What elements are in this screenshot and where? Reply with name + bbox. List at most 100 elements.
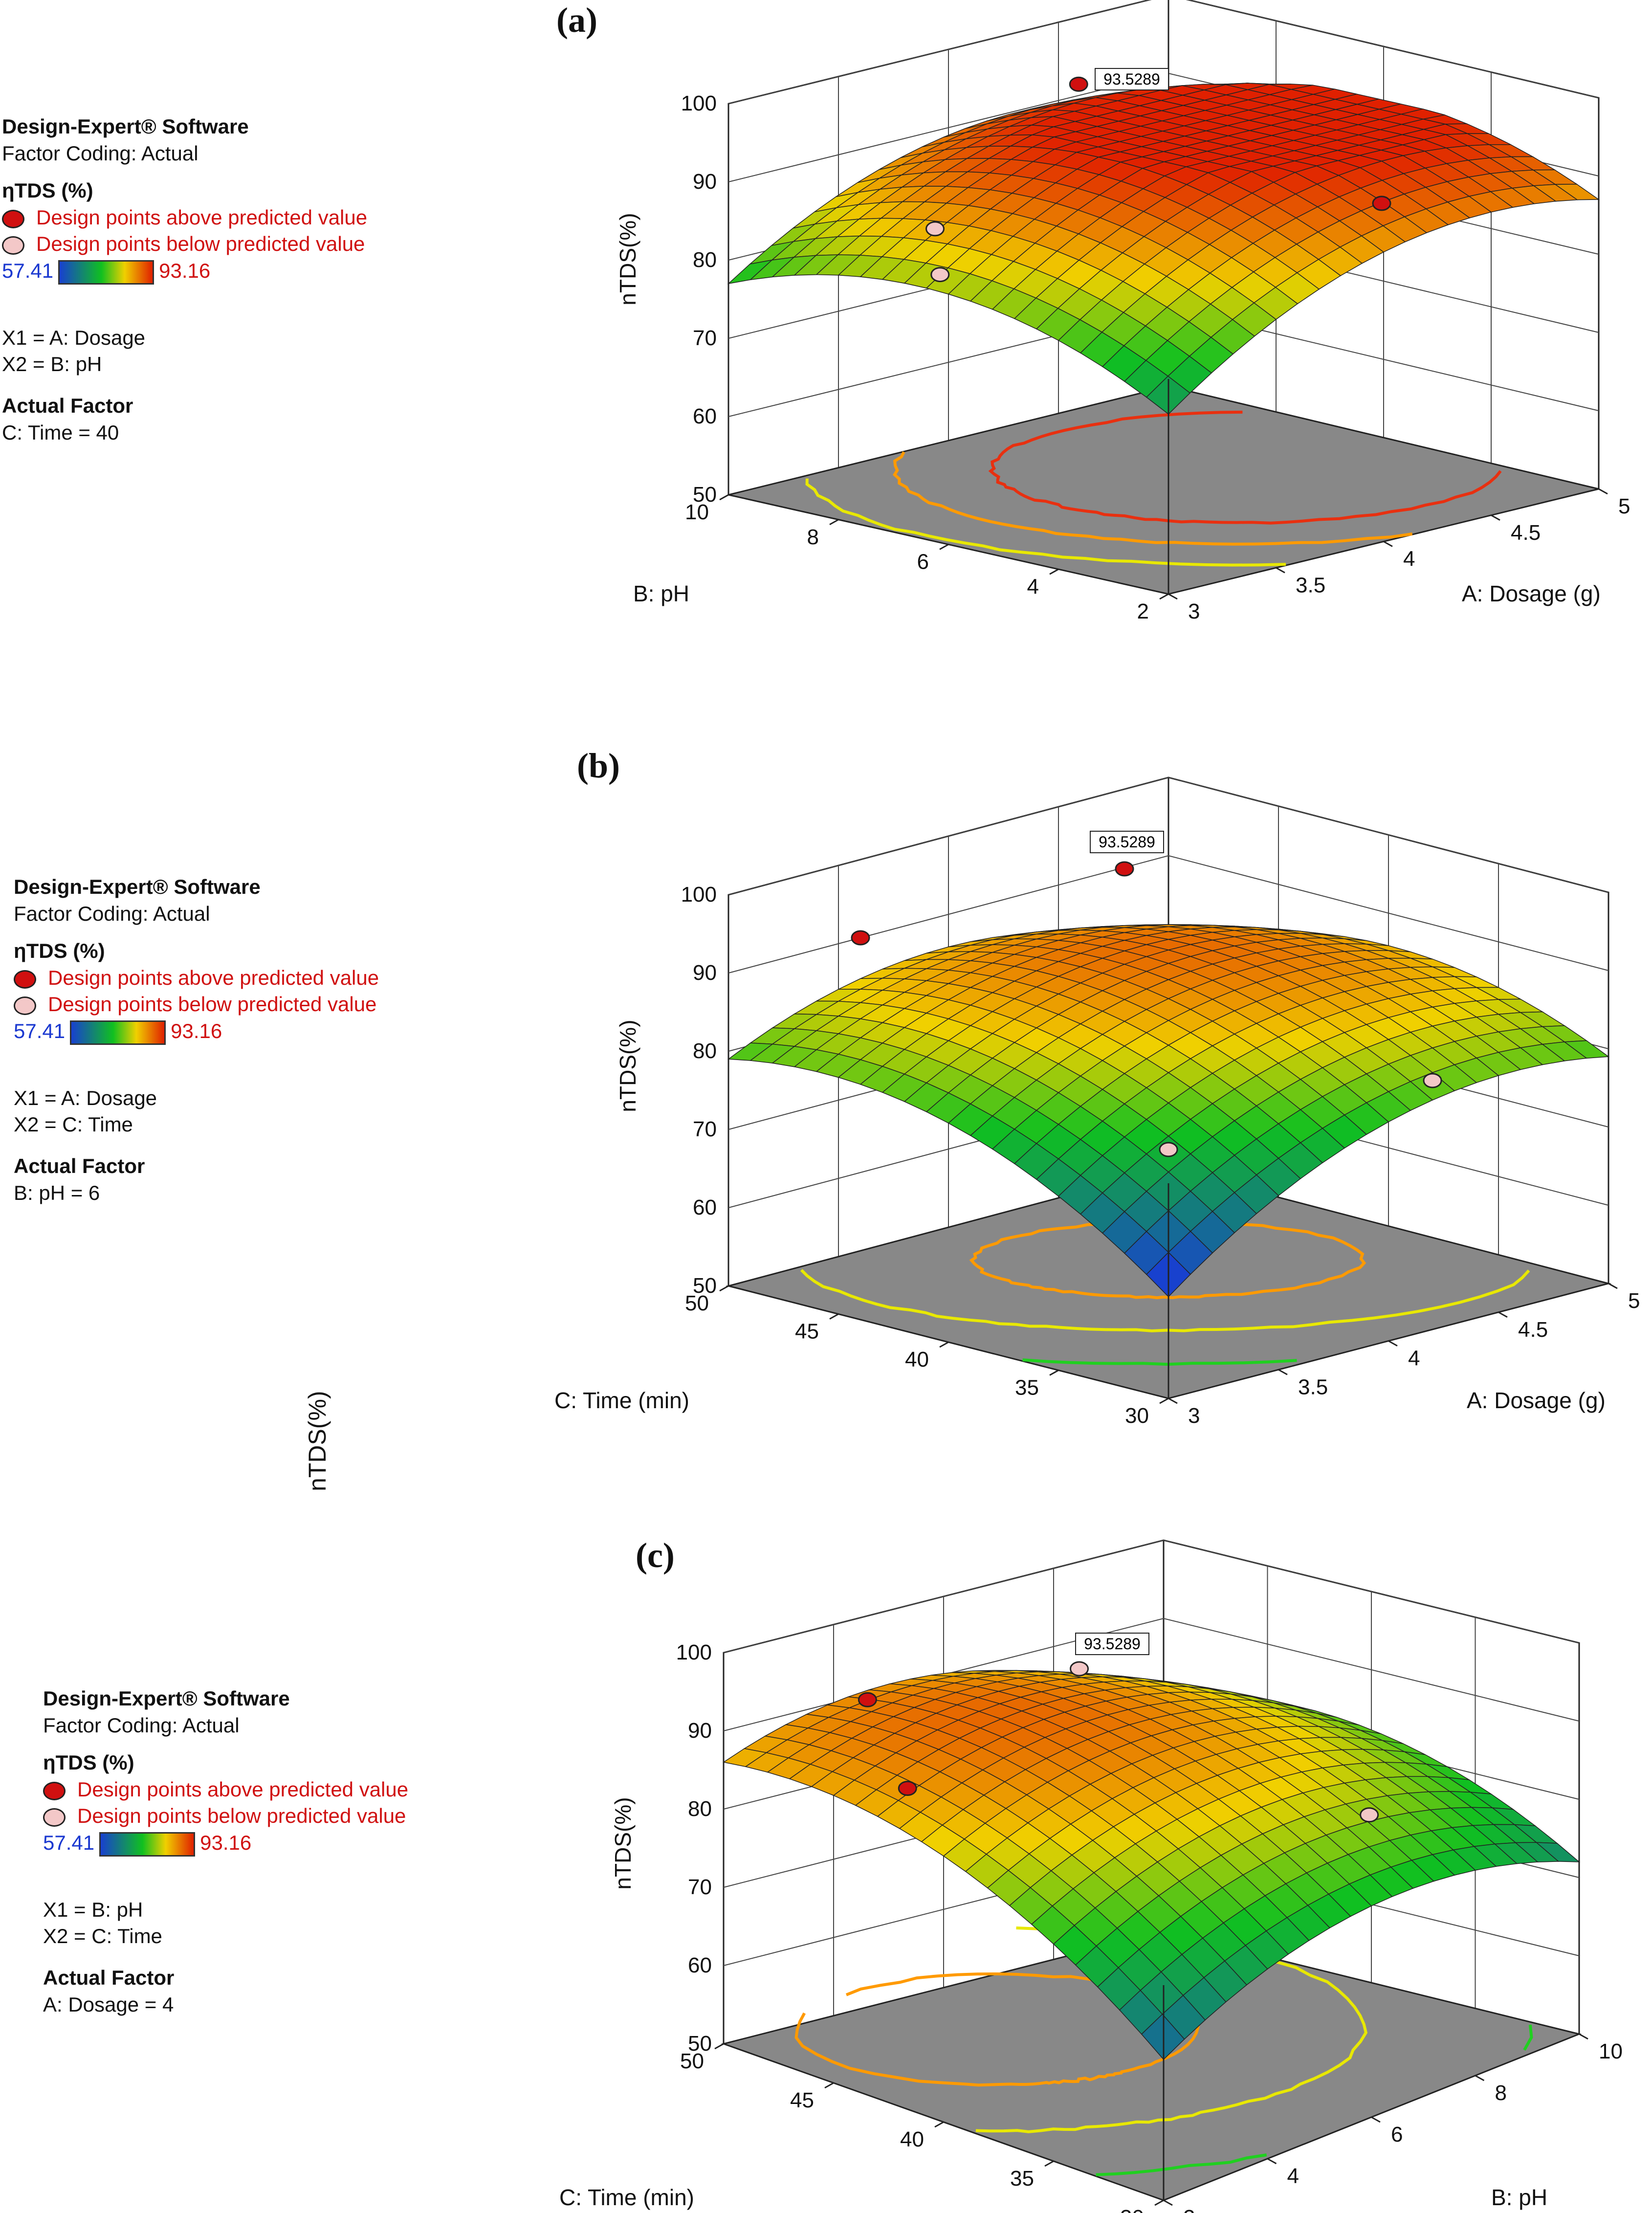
x-tick-mark xyxy=(1608,1283,1618,1289)
below-point-icon xyxy=(14,996,36,1016)
y-tick-label: 10 xyxy=(685,500,709,524)
plot-group: 50 60 70 80 90 100 nTDS(%) 3 3.5 4 4.5 5 2 4 6 8 10 A: Do… xyxy=(615,0,1630,623)
x-tick-label: 10 xyxy=(1599,2039,1623,2063)
design-point xyxy=(1372,196,1391,211)
actual-factor-heading: Actual Factor xyxy=(2,394,133,418)
z-axis-label: nTDS(%) xyxy=(615,1019,640,1112)
range-low: 57.41 xyxy=(2,259,54,282)
y-tick-label: 8 xyxy=(807,525,819,549)
design-point xyxy=(930,267,950,283)
design-point xyxy=(1115,861,1134,877)
y-tick-label: 50 xyxy=(685,1291,709,1315)
x1-definition: X1 = A: Dosage xyxy=(2,326,146,349)
z-tick-label: 100 xyxy=(681,91,717,115)
grid-line xyxy=(728,0,1599,104)
x-tick-label: 5 xyxy=(1628,1289,1640,1313)
x1-definition: X1 = A: Dosage xyxy=(14,1086,157,1109)
max-value-box: 93.5289 xyxy=(1090,831,1164,853)
design-point xyxy=(1159,1142,1178,1157)
grid-line xyxy=(728,776,1609,895)
y-tick-mark xyxy=(719,1285,729,1292)
y-tick-label: 40 xyxy=(900,2127,924,2151)
grid-line xyxy=(728,855,1609,974)
y-tick-label: 35 xyxy=(1015,1376,1039,1400)
panel-letter: (b) xyxy=(577,746,620,785)
x1-definition: X1 = B: pH xyxy=(43,1898,143,1921)
factor-coding: Factor Coding: Actual xyxy=(43,1713,240,1737)
x-tick-mark xyxy=(1579,2033,1588,2040)
y-tick-mark xyxy=(714,2043,724,2050)
z-tick-label: 70 xyxy=(693,326,717,350)
z-tick-label: 70 xyxy=(688,1875,712,1899)
actual-factor-value: C: Time = 40 xyxy=(2,420,119,444)
surface-plot-a: 50 60 70 80 90 100 nTDS(%) 3 3.5 4 4.5 5 2 4 6 8 10 A: Do… xyxy=(615,0,1630,623)
x-axis-label: B: pH xyxy=(1491,2185,1547,2210)
x-tick-mark xyxy=(1168,1397,1178,1404)
x-tick-mark xyxy=(1168,593,1178,600)
design-point xyxy=(858,1692,877,1707)
design-point xyxy=(851,930,870,946)
y-tick-label: 30 xyxy=(1125,1404,1149,1428)
z-axis-label: nTDS(%) xyxy=(615,213,640,305)
panel-c: (c) Design-Expert® Software Factor Codin… xyxy=(0,1526,1652,2213)
design-point xyxy=(925,221,945,237)
above-point-icon xyxy=(14,970,36,989)
y-tick-mark xyxy=(829,1313,839,1320)
response-name: ηTDS (%) xyxy=(2,179,93,202)
max-value-frame xyxy=(1095,68,1169,90)
software-title: Design-Expert® Software xyxy=(2,115,249,138)
legend: Design-Expert® Software Factor Coding: A… xyxy=(43,1685,408,2018)
z-tick-label: 90 xyxy=(693,170,717,194)
below-point-icon xyxy=(2,236,24,255)
surface-plot-c: 50 60 70 80 90 100 nTDS(%) 2 4 6 8 10 30 35 40 45 50 B: p… xyxy=(559,1539,1623,2213)
y-tick-label: 35 xyxy=(1010,2167,1034,2191)
factor-coding: Factor Coding: Actual xyxy=(14,902,210,925)
software-title: Design-Expert® Software xyxy=(14,875,261,898)
max-value-label: 93.5289 xyxy=(1099,833,1155,851)
contour-line xyxy=(794,2012,1200,2087)
x2-definition: X2 = C: Time xyxy=(14,1113,133,1136)
above-label: Design points above predicted value xyxy=(77,1777,409,1801)
range-low: 57.41 xyxy=(14,1019,66,1042)
above-label: Design points above predicted value xyxy=(36,205,368,229)
design-point xyxy=(1069,76,1088,92)
actual-factor-heading: Actual Factor xyxy=(14,1154,145,1178)
below-point-icon xyxy=(43,1808,66,1827)
x2-definition: X2 = B: pH xyxy=(2,353,102,376)
surface-plot-b: 50 60 70 80 90 100 nTDS(%) 3 3.5 4 4.5 5 30 35 40 45 50 A… xyxy=(554,776,1640,1428)
x-tick-label: 4.5 xyxy=(1518,1318,1548,1342)
x-tick-label: 3 xyxy=(1188,599,1200,623)
grid-line xyxy=(723,1539,1580,1653)
y-tick-mark xyxy=(1159,1397,1169,1404)
contour-line xyxy=(1523,2024,1533,2051)
color-scale-bar xyxy=(99,1832,196,1857)
x-tick-mark xyxy=(1383,541,1393,547)
max-value-box: 93.5289 xyxy=(1095,68,1169,90)
max-value-label: 93.5289 xyxy=(1084,1635,1141,1653)
z-tick-label: 90 xyxy=(688,1719,712,1743)
range-high: 93.16 xyxy=(200,1831,252,1854)
actual-factor-value: A: Dosage = 4 xyxy=(43,1992,174,2016)
y-tick-mark xyxy=(939,1341,949,1348)
panel-a: (a) Design-Expert® Software Factor Codin… xyxy=(0,0,1652,724)
legend: Design-Expert® Software Factor Coding: A… xyxy=(14,874,379,1206)
panel-letter: (c) xyxy=(636,1536,675,1575)
design-point xyxy=(1360,1807,1379,1823)
contour-line xyxy=(1096,2153,1267,2176)
z-tick-label: 80 xyxy=(693,248,717,272)
above-point-icon xyxy=(2,209,24,228)
z-tick-label: 60 xyxy=(693,404,717,428)
x-tick-mark xyxy=(1163,2199,1173,2206)
y-tick-mark xyxy=(719,494,729,501)
above-label: Design points above predicted value xyxy=(48,966,379,989)
x-tick-mark xyxy=(1278,1369,1288,1375)
factor-coding: Factor Coding: Actual xyxy=(2,141,198,165)
y-tick-mark xyxy=(939,544,949,550)
below-label: Design points below predicted value xyxy=(77,1804,406,1828)
color-scale-bar xyxy=(70,1020,166,1045)
z-tick-label: 90 xyxy=(693,961,717,985)
above-point-icon xyxy=(43,1781,66,1800)
range-low: 57.41 xyxy=(43,1831,95,1854)
y-tick-mark xyxy=(1049,568,1059,575)
y-tick-label: 30 xyxy=(1120,2206,1144,2213)
